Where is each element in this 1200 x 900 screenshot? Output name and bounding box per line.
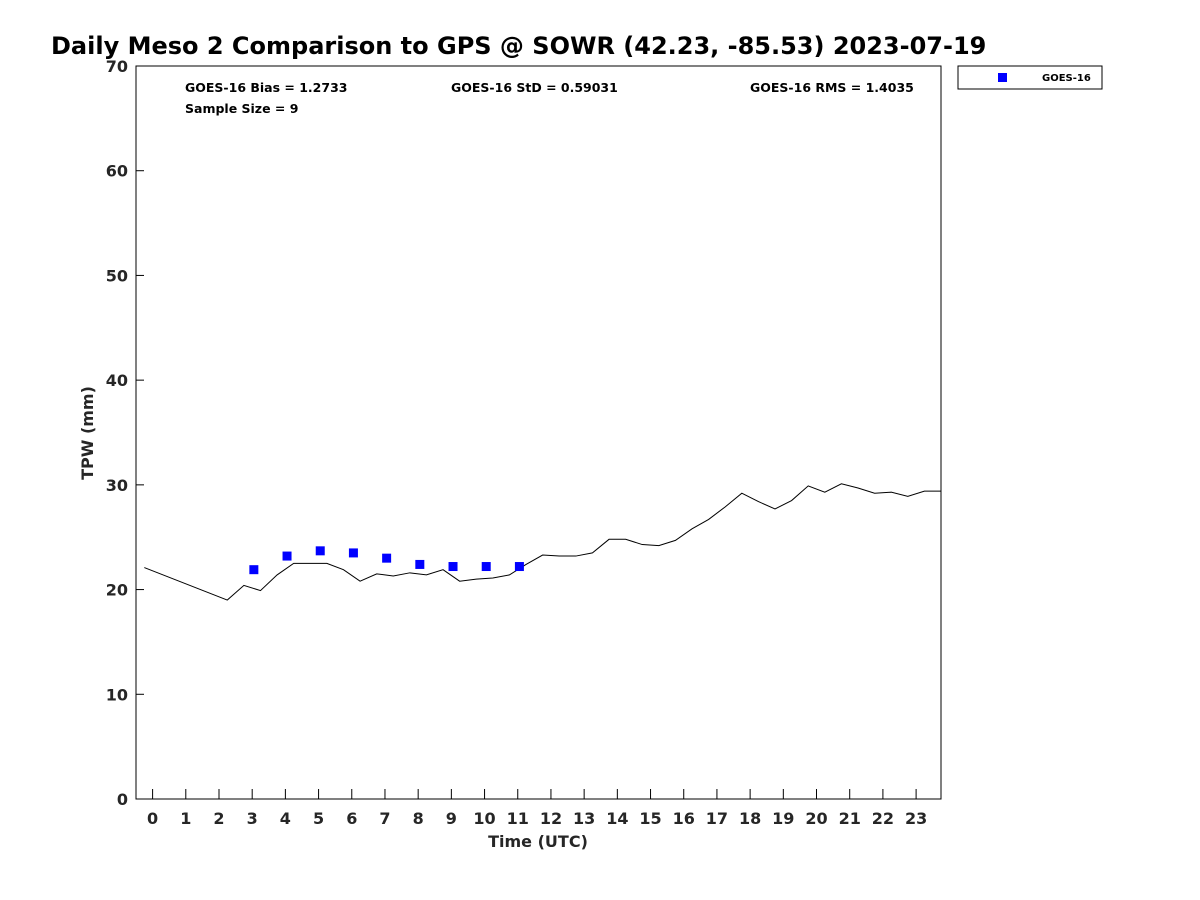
x-tick-label: 8 [413,809,424,828]
x-tick-label: 0 [147,809,158,828]
y-tick-label: 20 [106,581,128,600]
goes16-point [348,548,358,558]
x-tick-label: 2 [213,809,224,828]
legend-label-goes16: GOES-16 [1042,73,1091,84]
goes16-point [282,551,292,561]
goes16-point [249,565,259,575]
goes16-point [514,562,524,572]
y-tick-label: 40 [106,371,128,390]
x-tick-label: 20 [805,809,827,828]
x-tick-label: 4 [280,809,291,828]
goes16-point [415,559,425,569]
x-tick-label: 6 [346,809,357,828]
x-tick-label: 9 [446,809,457,828]
y-tick-label: 0 [117,790,128,809]
x-tick-label: 5 [313,809,324,828]
x-tick-label: 19 [772,809,794,828]
legend: GOES-16 [957,65,1103,90]
x-tick-label: 21 [839,809,861,828]
x-tick-label: 16 [673,809,695,828]
goes16-point [481,562,491,572]
goes16-point [315,546,325,556]
goes16-point [382,553,392,563]
gps-series-line [144,483,941,601]
y-tick-label: 10 [106,685,128,704]
x-tick-label: 3 [247,809,258,828]
y-axis-label: TPW (mm) [78,386,97,480]
legend-box [957,65,1103,90]
x-tick-label: 23 [905,809,927,828]
x-tick-label: 10 [473,809,495,828]
x-tick-label: 14 [606,809,628,828]
x-axis-ticks: 0 1 2 3 4 5 6 7 8 9 10 11 12 13 14 15 16 17 18 19 20 21 22 23 [147,789,927,828]
x-tick-label: 15 [639,809,661,828]
y-tick-label: 70 [106,57,128,76]
stat-bias: GOES-16 Bias = 1.2733 [185,80,347,95]
goes16-point [448,562,458,572]
stat-std: GOES-16 StD = 0.59031 [451,80,618,95]
chart-title: Daily Meso 2 Comparison to GPS @ SOWR (4… [51,32,986,60]
x-axis-label: Time (UTC) [488,832,588,851]
stat-rms: GOES-16 RMS = 1.4035 [750,80,914,95]
x-tick-label: 11 [507,809,529,828]
y-tick-label: 50 [106,266,128,285]
legend-marker-goes16 [998,73,1007,82]
stat-sample-size: Sample Size = 9 [185,101,298,116]
x-tick-label: 12 [540,809,562,828]
y-tick-label: 60 [106,162,128,181]
x-tick-label: 18 [739,809,761,828]
x-tick-label: 7 [379,809,390,828]
y-tick-label: 30 [106,476,128,495]
goes16-series-points [249,546,524,575]
y-axis-ticks: 0 10 20 30 40 50 60 70 [106,57,144,809]
x-tick-label: 22 [872,809,894,828]
axes-box [135,65,942,800]
x-tick-label: 1 [180,809,191,828]
x-tick-label: 13 [573,809,595,828]
x-tick-label: 17 [706,809,728,828]
